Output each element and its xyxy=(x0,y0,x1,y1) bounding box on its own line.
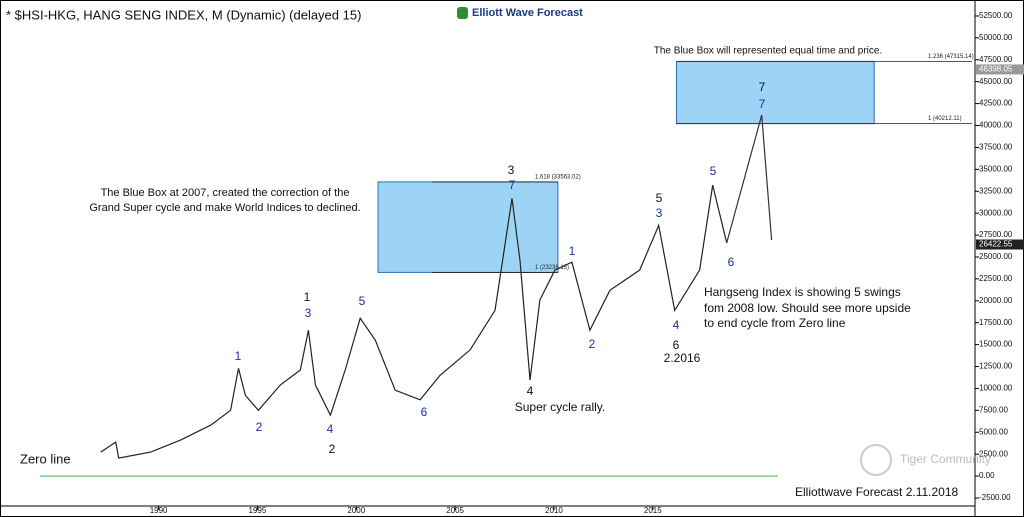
y-tick-label: 37500.00 xyxy=(979,143,1013,152)
y-tick-label: 10000.00 xyxy=(979,384,1013,393)
logo-icon xyxy=(457,7,468,19)
wave-label: 7 xyxy=(759,97,766,111)
wave-label: 7 xyxy=(509,178,516,192)
wave-label: 6 xyxy=(728,255,735,269)
blue-box xyxy=(377,181,559,273)
wave-label: 2.2016 xyxy=(664,351,701,365)
fib-label: 1 (40212.11) xyxy=(928,116,962,122)
annotation: Grand Super cycle and make World Indices… xyxy=(89,202,360,214)
y-tick-label: 2500.00 xyxy=(979,449,1008,458)
wave-label: 3 xyxy=(508,163,515,177)
wave-label: 5 xyxy=(656,191,663,205)
wave-label: 2 xyxy=(589,337,596,351)
price-line xyxy=(726,114,773,244)
wave-label: 3 xyxy=(656,206,663,220)
wave-label: 3 xyxy=(305,306,312,320)
y-tick-label: 17500.00 xyxy=(979,318,1013,327)
annotation: fom 2008 low. Should see more upside xyxy=(704,301,911,315)
fib-label: 1.618 (33563.02) xyxy=(535,175,581,181)
y-tick-label: 50000.00 xyxy=(979,33,1013,42)
x-tick-label: 2015 xyxy=(644,506,662,515)
wave-label: 6 xyxy=(421,405,428,419)
annotation: Tiger Community xyxy=(900,452,991,466)
y-tick-label: 32500.00 xyxy=(979,186,1013,195)
annotation: to end cycle from Zero line xyxy=(704,316,846,330)
price-tag xyxy=(976,239,1024,250)
fib-label: 1.236 (47315.14) xyxy=(928,54,974,60)
wave-label: 7 xyxy=(759,80,766,94)
wave-label: 2 xyxy=(329,442,336,456)
y-tick-label: -2500.00 xyxy=(979,493,1011,502)
y-tick-label: 30000.00 xyxy=(979,208,1013,217)
annotation: Hangseng Index is showing 5 swings xyxy=(704,285,901,299)
y-tick-label: 5000.00 xyxy=(979,427,1008,436)
annotation: Super cycle rally. xyxy=(515,400,605,414)
y-tick-label: 40000.00 xyxy=(979,121,1013,130)
y-tick-label: 20000.00 xyxy=(979,296,1013,305)
price-tag xyxy=(976,64,1024,75)
y-tick-label: 7500.00 xyxy=(979,405,1008,414)
blue-box xyxy=(676,60,875,125)
y-tick-label: 35000.00 xyxy=(979,164,1013,173)
y-tick-label: 52500.00 xyxy=(979,11,1013,20)
y-tick-label: 42500.00 xyxy=(979,99,1013,108)
wave-label: 1 xyxy=(304,290,311,304)
annotation: Zero line xyxy=(20,451,71,466)
wave-label: 4 xyxy=(327,422,334,436)
price-tag-label: 46398.05 xyxy=(979,65,1013,74)
annotation: The Blue Box at 2007, created the correc… xyxy=(101,187,350,199)
x-tick-label: 1995 xyxy=(249,506,267,515)
x-tick-label: 2005 xyxy=(446,506,464,515)
fib-label: 1 (23238.15) xyxy=(535,265,569,271)
wave-label: 1 xyxy=(235,349,242,363)
watermark-icon xyxy=(860,444,892,476)
y-tick-label: 12500.00 xyxy=(979,362,1013,371)
wave-label: 4 xyxy=(673,318,680,332)
y-tick-label: 0.00 xyxy=(979,471,995,480)
wave-label: 6 xyxy=(673,338,680,352)
y-tick-label: 15000.00 xyxy=(979,340,1013,349)
x-tick-label: 2000 xyxy=(347,506,365,515)
y-tick-label: 27500.00 xyxy=(979,230,1013,239)
y-tick-label: 47500.00 xyxy=(979,55,1013,64)
wave-label: 5 xyxy=(710,164,717,178)
wave-label: 5 xyxy=(359,294,366,308)
annotation: The Blue Box will represented equal time… xyxy=(654,46,882,57)
y-tick-label: 25000.00 xyxy=(979,252,1013,261)
y-tick-label: 22500.00 xyxy=(979,274,1013,283)
wave-label: 4 xyxy=(527,384,534,398)
price-line xyxy=(100,184,728,459)
y-tick-label: 45000.00 xyxy=(979,77,1013,86)
logo: Elliott Wave Forecast xyxy=(472,7,583,19)
chart-title: * $HSI-HKG, HANG SENG INDEX, M (Dynamic)… xyxy=(6,7,361,22)
annotation: Elliottwave Forecast 2.11.2018 xyxy=(795,485,959,499)
price-tag-label: 26422.55 xyxy=(979,240,1013,249)
wave-label: 1 xyxy=(569,244,576,258)
wave-label: 2 xyxy=(256,420,263,434)
x-tick-label: 2010 xyxy=(545,506,563,515)
x-tick-label: 1990 xyxy=(150,506,168,515)
